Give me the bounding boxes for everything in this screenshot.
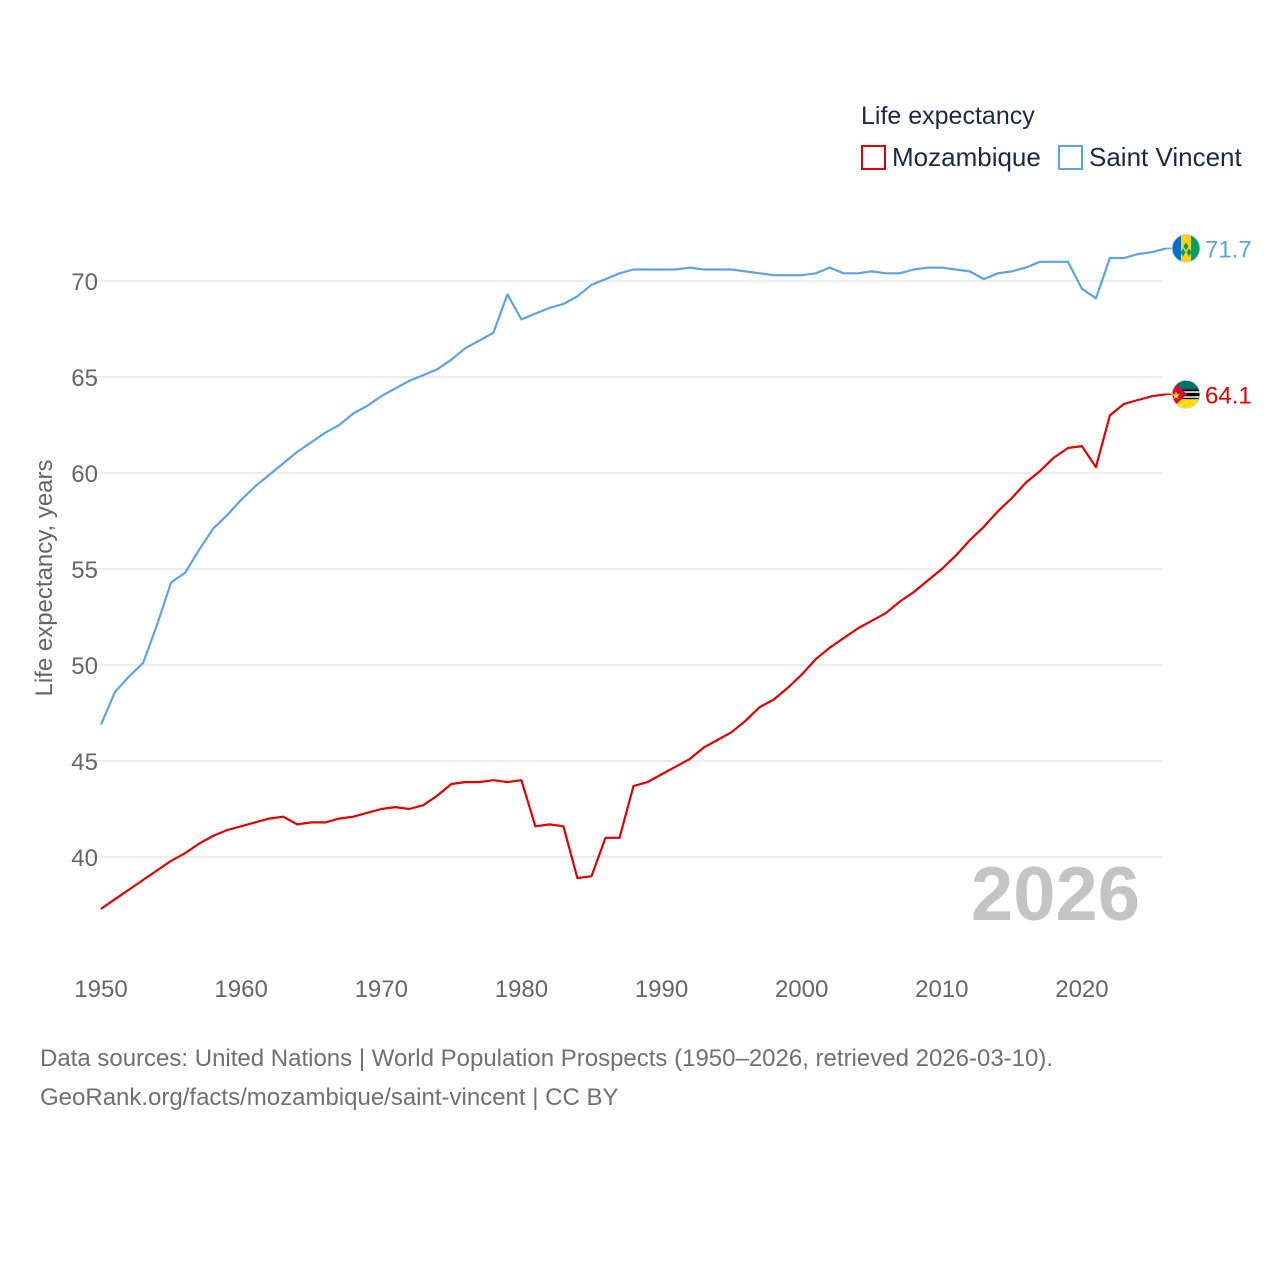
y-tick-label: 70 xyxy=(71,269,98,296)
current-year-watermark: 2026 xyxy=(971,852,1140,937)
series-end-markers: 64.1 71.7 xyxy=(1166,233,1252,409)
x-tick-label: 2000 xyxy=(775,976,828,1003)
series-lines xyxy=(99,247,1167,910)
legend-label-mozambique: Mozambique xyxy=(892,142,1041,172)
legend-title: Life expectancy xyxy=(861,102,1035,130)
x-tick-label: 1960 xyxy=(214,976,267,1003)
x-tick-label: 2020 xyxy=(1055,976,1108,1003)
saint-vincent-flag-icon xyxy=(1171,233,1201,263)
grid-lines xyxy=(86,280,1162,858)
y-tick-label: 55 xyxy=(71,557,98,584)
legend-label-saint-vincent: Saint Vincent xyxy=(1089,142,1243,172)
end-value-label-saint-vincent: 71.7 xyxy=(1205,236,1252,263)
legend-swatch-mozambique xyxy=(861,145,886,170)
y-tick-label: 45 xyxy=(71,749,98,776)
legend-item-mozambique[interactable]: Mozambique xyxy=(861,142,1041,172)
legend-item-saint-vincent[interactable]: Saint Vincent xyxy=(1058,142,1243,172)
mozambique-flag-icon xyxy=(1171,379,1201,409)
series-line-mozambique[interactable] xyxy=(100,393,1167,910)
y-tick-label: 40 xyxy=(71,845,98,872)
y-axis-title: Life expectancy, years xyxy=(31,459,58,696)
x-axis-ticks: 1950 1960 1970 1980 1990 2000 2010 2020 xyxy=(74,976,1108,1003)
x-tick-label: 1980 xyxy=(495,976,548,1003)
series-line-saint-vincent[interactable] xyxy=(99,247,1167,725)
x-tick-label: 1970 xyxy=(355,976,408,1003)
y-tick-label: 60 xyxy=(71,461,98,488)
source-link[interactable]: GeoRank.org/facts/mozambique/saint-vince… xyxy=(40,1084,619,1111)
y-axis-ticks: 40 45 50 55 60 65 70 xyxy=(71,269,98,872)
x-tick-label: 1950 xyxy=(74,976,127,1003)
data-sources-note: Data sources: United Nations | World Pop… xyxy=(40,1045,1054,1072)
y-tick-label: 50 xyxy=(71,653,98,680)
y-tick-label: 65 xyxy=(71,365,98,392)
end-value-label-mozambique: 64.1 xyxy=(1205,382,1252,409)
legend-swatch-saint-vincent xyxy=(1058,145,1083,170)
legend: Life expectancy Mozambique Saint Vincent xyxy=(861,102,1243,172)
x-tick-label: 2010 xyxy=(915,976,968,1003)
x-tick-label: 1990 xyxy=(635,976,688,1003)
